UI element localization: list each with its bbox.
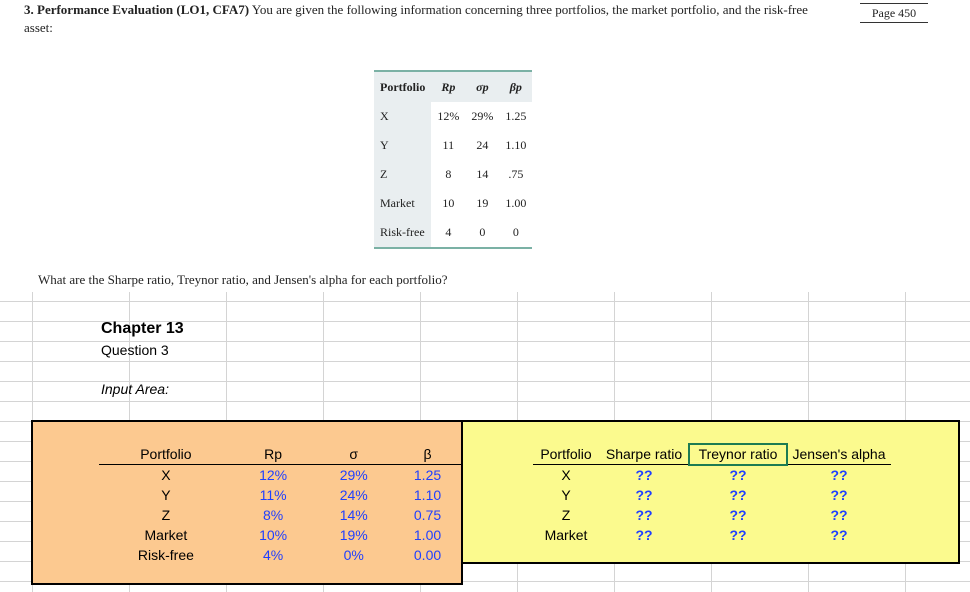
textbook-row: X 12% 29% 1.25 xyxy=(374,102,532,131)
output-cell[interactable]: ?? xyxy=(729,507,747,523)
textbook-header-portfolio: Portfolio xyxy=(374,70,432,102)
question-text: 3. Performance Evaluation (LO1, CFA7) Yo… xyxy=(24,1,824,37)
textbook-cell: 4 xyxy=(431,218,466,249)
output-cell[interactable]: X xyxy=(561,467,571,483)
textbook-row: Z 8 14 .75 xyxy=(374,160,532,189)
question-prompt: What are the Sharpe ratio, Treynor ratio… xyxy=(38,272,448,287)
input-header-rp[interactable]: Rp xyxy=(232,444,314,465)
page-badge: Page 450 xyxy=(860,3,928,23)
textbook-cell: 19 xyxy=(476,196,489,210)
output-cell[interactable]: ?? xyxy=(635,467,653,483)
question-body: You are given the following information … xyxy=(24,2,808,35)
input-cell[interactable]: 0.00 xyxy=(413,547,442,563)
input-cell[interactable]: 29% xyxy=(339,467,368,483)
input-row: X 12% 29% 1.25 xyxy=(99,465,461,486)
output-header-treynor[interactable]: Treynor ratio xyxy=(688,443,788,466)
input-cell[interactable]: 11% xyxy=(259,487,287,503)
textbook-excerpt: 3. Performance Evaluation (LO1, CFA7) Yo… xyxy=(0,0,970,292)
textbook-cell: 11 xyxy=(442,138,455,152)
input-cell[interactable]: 1.10 xyxy=(413,487,442,503)
question-title: Performance Evaluation (LO1, CFA7) xyxy=(37,2,250,17)
input-cell[interactable]: 14% xyxy=(339,507,368,523)
textbook-header-rp: Rp xyxy=(431,70,466,102)
textbook-cell: 1.25 xyxy=(505,109,527,123)
input-row: Market 10% 19% 1.00 xyxy=(99,525,461,545)
input-header-portfolio[interactable]: Portfolio xyxy=(99,444,233,465)
input-cell[interactable]: 0% xyxy=(343,547,364,563)
textbook-cell: 1.00 xyxy=(505,196,527,210)
input-cell[interactable]: 1.00 xyxy=(413,527,442,543)
input-cell[interactable]: 8% xyxy=(263,507,284,523)
output-cell[interactable]: ?? xyxy=(635,507,653,523)
output-cell[interactable]: ?? xyxy=(635,527,653,543)
output-header-portfolio[interactable]: Portfolio xyxy=(533,444,599,465)
textbook-table: Portfolio Rp σp βp X 12% 29% 1.25 Y 11 2… xyxy=(374,70,533,249)
output-cell[interactable]: ?? xyxy=(729,527,747,543)
textbook-row: Y 11 24 1.10 xyxy=(374,131,532,160)
output-cell[interactable]: ?? xyxy=(635,487,653,503)
textbook-cell: Y xyxy=(374,131,432,160)
input-cell[interactable]: 12% xyxy=(259,467,288,483)
textbook-cell: 0 xyxy=(499,218,533,249)
textbook-cell: Risk-free xyxy=(374,218,432,249)
output-cell[interactable]: Y xyxy=(561,487,571,503)
output-header-jensen[interactable]: Jensen's alpha xyxy=(787,444,891,465)
input-row: Y 11% 24% 1.10 xyxy=(99,485,461,505)
input-cell[interactable]: 4% xyxy=(263,547,284,563)
input-header-beta[interactable]: β xyxy=(394,444,461,465)
output-row: X ?? ?? ?? xyxy=(533,465,891,486)
input-area-label[interactable]: Input Area: xyxy=(101,381,169,397)
chapter-title[interactable]: Chapter 13 xyxy=(101,320,184,337)
output-cell[interactable]: ?? xyxy=(729,467,747,483)
textbook-cell: 8 xyxy=(445,167,452,181)
textbook-header-sigma: σp xyxy=(465,70,500,102)
input-row: Z 8% 14% 0.75 xyxy=(99,505,461,525)
input-cell[interactable]: Market xyxy=(144,527,188,543)
output-row: Market ?? ?? ?? xyxy=(533,525,891,545)
output-cell[interactable]: ?? xyxy=(830,527,848,543)
input-cell[interactable]: 1.25 xyxy=(413,467,442,483)
output-row: Y ?? ?? ?? xyxy=(533,485,891,505)
output-row: Z ?? ?? ?? xyxy=(533,505,891,525)
output-area-box[interactable]: Portfolio Sharpe ratio Treynor ratio Jen… xyxy=(461,420,960,564)
textbook-cell: .75 xyxy=(508,167,524,181)
input-cell[interactable]: 19% xyxy=(339,527,368,543)
textbook-cell: 1.10 xyxy=(505,138,527,152)
output-cell[interactable]: ?? xyxy=(729,487,747,503)
textbook-cell: 10 xyxy=(442,196,455,210)
question-number: 3. xyxy=(24,2,34,17)
output-cell[interactable]: Z xyxy=(561,507,571,523)
input-area-box[interactable]: Portfolio Rp σ β X 12% 29% 1.25 Y 11% 24… xyxy=(31,420,463,585)
textbook-row: Risk-free 4 0 0 xyxy=(374,218,533,249)
input-cell[interactable]: X xyxy=(161,467,171,483)
question-label[interactable]: Question 3 xyxy=(101,342,169,358)
input-cell[interactable]: 10% xyxy=(259,527,288,543)
output-table[interactable]: Portfolio Sharpe ratio Treynor ratio Jen… xyxy=(533,443,891,545)
textbook-cell: X xyxy=(374,102,432,131)
textbook-cell: 0 xyxy=(465,218,500,249)
input-cell[interactable]: Y xyxy=(161,487,171,503)
input-header-sigma[interactable]: σ xyxy=(313,444,395,465)
output-cell[interactable]: ?? xyxy=(830,507,848,523)
output-header-sharpe[interactable]: Sharpe ratio xyxy=(599,444,689,465)
output-cell[interactable]: ?? xyxy=(830,487,848,503)
textbook-cell: 24 xyxy=(476,138,489,152)
input-table[interactable]: Portfolio Rp σ β X 12% 29% 1.25 Y 11% 24… xyxy=(99,444,461,565)
textbook-cell: Market xyxy=(374,189,432,218)
input-cell[interactable]: 0.75 xyxy=(413,507,442,523)
output-cell[interactable]: Market xyxy=(544,527,588,543)
textbook-cell: Z xyxy=(374,160,432,189)
textbook-cell: 12% xyxy=(437,109,460,123)
input-row: Risk-free 4% 0% 0.00 xyxy=(99,545,461,565)
input-cell[interactable]: 24% xyxy=(339,487,368,503)
textbook-row: Market 10 19 1.00 xyxy=(374,189,532,218)
textbook-cell: 14 xyxy=(476,167,489,181)
output-cell[interactable]: ?? xyxy=(830,467,848,483)
input-cell[interactable]: Risk-free xyxy=(137,547,194,563)
textbook-cell: 29% xyxy=(471,109,494,123)
textbook-header-beta: βp xyxy=(499,70,533,102)
input-cell[interactable]: Z xyxy=(161,507,171,523)
